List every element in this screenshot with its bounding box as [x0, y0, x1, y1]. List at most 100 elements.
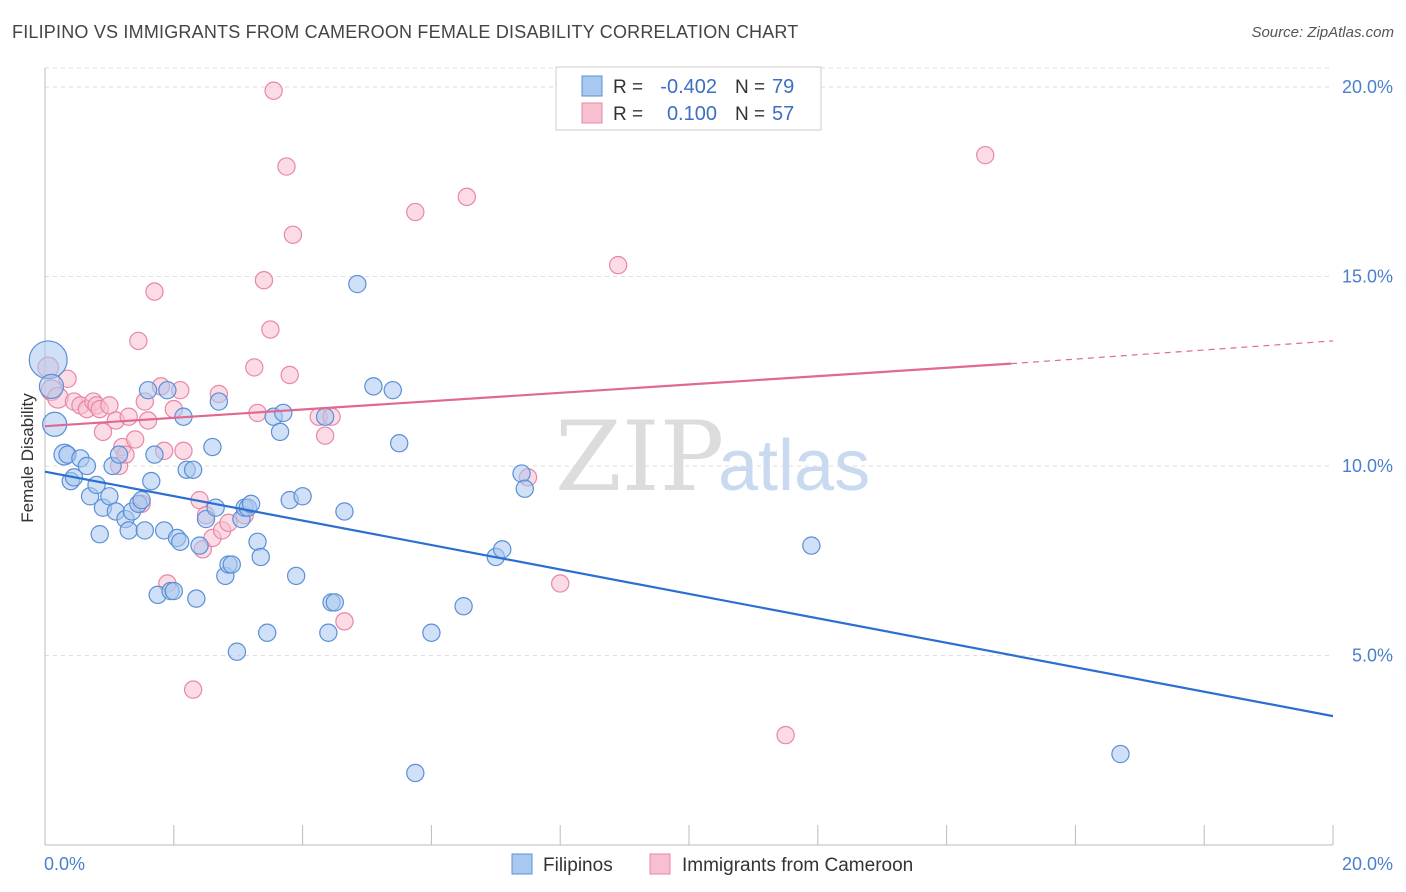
- filipino-point: [132, 490, 151, 510]
- filipino-point: [77, 456, 97, 476]
- filipino-point: [190, 536, 209, 555]
- cameroon-point: [315, 426, 335, 445]
- filipino-point: [270, 422, 290, 442]
- filipino-point: [390, 434, 409, 453]
- filipino-point: [1111, 744, 1130, 764]
- x-ticks: [44, 825, 1334, 845]
- y-tick-label: 15.0%: [1342, 266, 1393, 286]
- filipino-point: [38, 373, 65, 400]
- filipino-point: [286, 566, 306, 586]
- cameroon-point: [261, 320, 280, 339]
- bottom-legend-label-filipinos: Filipinos: [543, 855, 613, 876]
- cameroon-point: [608, 255, 628, 275]
- cameroon-point: [551, 574, 570, 593]
- filipino-point: [325, 593, 344, 612]
- filipino-point: [28, 340, 68, 380]
- legend-n-value-2: 57: [772, 103, 794, 125]
- bottom-legend-label-cameroon: Immigrants from Cameroon: [682, 855, 913, 876]
- cameroon-point: [125, 430, 145, 449]
- watermark-atlas: atlas: [718, 426, 870, 506]
- filipino-point: [335, 502, 354, 521]
- y-axis-title: Female Disability: [18, 393, 37, 523]
- cameroon-point: [976, 145, 995, 165]
- filipino-point: [802, 536, 821, 555]
- legend-n-label-1: N =: [735, 77, 765, 98]
- legend-n-value-1: 79: [772, 76, 794, 98]
- watermark-zip: ZIP: [555, 401, 724, 513]
- cameroon-point: [183, 680, 203, 699]
- y-tick-label: 5.0%: [1352, 645, 1393, 665]
- filipino-point: [319, 623, 338, 642]
- filipino-point: [257, 623, 277, 642]
- trend-lines: [44, 340, 1334, 718]
- filipino-point: [142, 471, 161, 491]
- filipino-point: [293, 487, 312, 506]
- cameroon-point: [457, 187, 477, 207]
- source-text: Source: ZipAtlas.com: [1251, 24, 1394, 41]
- filipino-point: [454, 597, 473, 616]
- filipino-point: [515, 479, 534, 498]
- filipino-point: [222, 555, 241, 574]
- bottom-legend-swatch-filipinos: [511, 853, 533, 875]
- watermark: ZIP atlas: [555, 401, 870, 513]
- filipino-point: [241, 494, 261, 514]
- filipino-point: [145, 445, 164, 464]
- filipino-point: [90, 525, 109, 544]
- filipino-point: [187, 589, 206, 608]
- filipino-point: [348, 274, 367, 294]
- filipino-point: [364, 377, 383, 396]
- filipinos-trend-line: [44, 470, 1334, 718]
- filipino-point: [248, 532, 267, 551]
- filipino-point: [512, 464, 531, 483]
- legend-r-label-2: R =: [613, 104, 643, 125]
- series-filipinos-points: [28, 274, 1130, 783]
- cameroon-point: [174, 441, 193, 461]
- cameroon-point: [277, 157, 296, 176]
- filipino-point: [209, 392, 229, 411]
- legend-r-value-2: 0.100: [667, 103, 717, 125]
- chart-title: FILIPINO VS IMMIGRANTS FROM CAMEROON FEM…: [12, 22, 799, 42]
- filipino-point: [119, 521, 138, 540]
- cameroon-trend-extension: [1010, 340, 1334, 365]
- legend-swatch-cameroon: [581, 102, 603, 124]
- filipino-point: [183, 460, 203, 479]
- cameroon-point: [145, 282, 164, 301]
- filipino-point: [164, 581, 183, 601]
- y-tick-label: 20.0%: [1342, 77, 1393, 97]
- y-tick-label: 10.0%: [1342, 456, 1393, 476]
- filipino-point: [251, 547, 270, 567]
- legend: R = -0.402 N = 79 R = 0.100 N = 57: [555, 66, 822, 131]
- legend-r-value-1: -0.402: [660, 76, 717, 98]
- cameroon-point: [245, 358, 264, 377]
- legend-swatch-filipinos: [581, 75, 603, 97]
- cameroon-point: [283, 225, 303, 244]
- filipino-point: [315, 407, 335, 426]
- filipino-point: [274, 403, 293, 423]
- cameroon-point: [254, 271, 274, 290]
- bottom-legend: Filipinos Immigrants from Cameroon: [511, 853, 913, 876]
- legend-n-label-2: N =: [735, 104, 765, 125]
- cameroon-point: [280, 365, 299, 385]
- cameroon-point: [335, 612, 354, 631]
- cameroon-trend-line: [44, 362, 1012, 428]
- x-tick-label-max: 20.0%: [1342, 854, 1393, 874]
- filipino-point: [158, 380, 177, 400]
- legend-r-label-1: R =: [613, 77, 643, 98]
- filipino-point: [493, 540, 512, 559]
- filipino-point: [422, 623, 441, 642]
- y-tick-labels: 5.0% 10.0% 15.0% 20.0%: [1342, 77, 1393, 666]
- filipino-point: [383, 380, 402, 400]
- filipino-point: [406, 763, 425, 783]
- filipino-point: [227, 642, 247, 661]
- filipino-point: [171, 532, 190, 551]
- cameroon-point: [119, 407, 138, 426]
- cameroon-point: [264, 81, 283, 100]
- cameroon-point: [129, 331, 148, 351]
- cameroon-point: [406, 202, 425, 222]
- filipino-point: [109, 445, 129, 464]
- filipino-point: [206, 498, 225, 517]
- filipino-point: [203, 437, 222, 457]
- cameroon-point: [776, 725, 795, 745]
- filipino-point: [138, 380, 158, 400]
